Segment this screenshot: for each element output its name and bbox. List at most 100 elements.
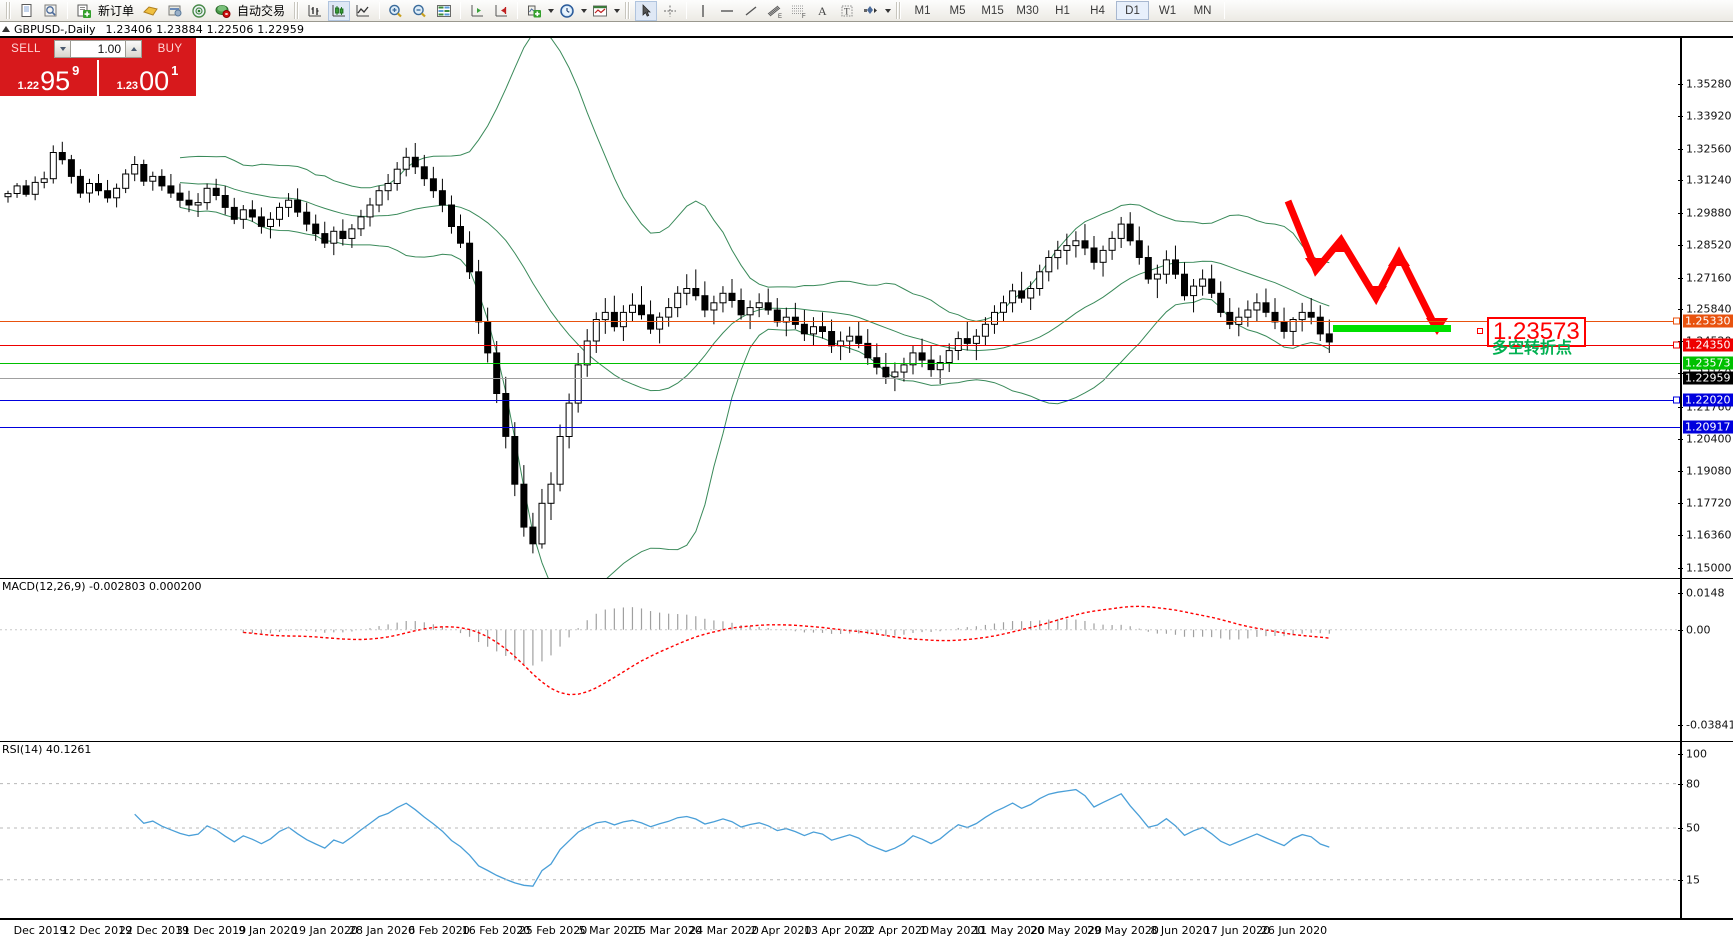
price-tick-label: 1.35280	[1686, 77, 1732, 91]
rsi-pane[interactable]: RSI(14) 40.1261 100 80 50 15	[0, 741, 1733, 918]
price-level-tag[interactable]: 1.22959	[1683, 371, 1733, 385]
autotrade-icon[interactable]	[212, 1, 234, 21]
zoom-out-icon[interactable]	[409, 1, 431, 21]
one-click-trading-panel[interactable]: SELL 1.00 BUY 1.22 95 9 1.23 00 1	[0, 38, 196, 96]
price-chart-canvas[interactable]	[0, 38, 1680, 582]
volume-stepper[interactable]: 1.00	[52, 38, 144, 60]
horizontal-level-line[interactable]	[0, 363, 1680, 365]
timeframe-d1[interactable]: D1	[1116, 1, 1150, 20]
chart-shift-end-icon[interactable]	[490, 1, 512, 21]
line-chart-icon[interactable]	[352, 1, 374, 21]
horizontal-line-icon[interactable]	[716, 1, 738, 21]
new-order-icon[interactable]	[73, 1, 95, 21]
price-level-handle[interactable]	[1673, 396, 1680, 404]
templates-dropdown-arrow-icon[interactable]	[612, 1, 621, 21]
toolbar-grip-4[interactable]	[896, 2, 902, 19]
candlestick	[927, 345, 935, 377]
indicators-dropdown-arrow-icon[interactable]	[546, 1, 555, 21]
sell-button[interactable]: SELL	[0, 38, 52, 60]
candlestick	[574, 352, 582, 413]
data-window-icon[interactable]	[164, 1, 186, 21]
price-level-handle[interactable]	[1673, 341, 1680, 349]
vertical-line-icon[interactable]	[692, 1, 714, 21]
price-level-tag[interactable]: 1.25330	[1683, 314, 1733, 328]
candlestick	[656, 312, 664, 344]
price-level-tag[interactable]: 1.20917	[1683, 420, 1733, 434]
expert-advisor-icon[interactable]	[140, 1, 162, 21]
price-level-tag[interactable]: 1.22020	[1683, 393, 1733, 407]
horizontal-level-line[interactable]	[0, 377, 1680, 379]
macd-tick-label: 0.0148	[1686, 586, 1725, 600]
timeframe-h1[interactable]: H1	[1055, 4, 1070, 17]
buy-price-display[interactable]: 1.23 00 1	[97, 60, 196, 96]
period-icon[interactable]	[556, 1, 578, 21]
rsi-chart-canvas[interactable]	[0, 742, 1680, 918]
zoom-in-icon[interactable]	[385, 1, 407, 21]
timeframe-mn[interactable]: MN	[1193, 4, 1212, 17]
chart-shift-icon[interactable]	[433, 1, 455, 21]
volume-increment-button[interactable]	[125, 40, 142, 58]
timeframe-m15[interactable]: M15	[981, 4, 1004, 17]
sell-price-display[interactable]: 1.22 95 9	[0, 60, 97, 96]
toolbar-grip-3[interactable]	[625, 2, 631, 19]
bar-chart-icon[interactable]	[304, 1, 326, 21]
price-level-tag[interactable]: 1.24350	[1683, 338, 1733, 352]
macd-chart-canvas[interactable]	[0, 579, 1680, 741]
candlestick-chart-icon[interactable]	[328, 0, 351, 21]
toolbar-grip[interactable]	[6, 2, 11, 19]
buy-button[interactable]: BUY	[144, 38, 196, 60]
shapes-dropdown-arrow-icon[interactable]	[883, 1, 892, 21]
autotrade-label[interactable]: 自动交易	[237, 4, 286, 18]
new-order-label[interactable]: 新订单	[98, 4, 135, 18]
price-level-tag[interactable]: 1.23573	[1683, 356, 1733, 370]
date-tick-label: 13 Apr 2020	[803, 924, 873, 937]
horizontal-level-line[interactable]	[0, 344, 1680, 346]
svg-text:T: T	[844, 6, 850, 16]
crosshair-icon[interactable]	[659, 1, 681, 21]
price-tick-mark	[1678, 116, 1683, 118]
chinese-annotation[interactable]: 多空转折点	[1492, 338, 1573, 357]
chart-profile-icon[interactable]	[40, 1, 62, 21]
candlestick	[438, 178, 446, 213]
horizontal-level-line[interactable]	[0, 400, 1680, 402]
rsi-axis-line	[1680, 742, 1682, 918]
timeframe-m1[interactable]: M1	[914, 4, 931, 17]
cursor-icon[interactable]	[635, 0, 658, 21]
shapes-icon[interactable]	[860, 1, 882, 21]
horizontal-level-line[interactable]	[0, 321, 1680, 323]
toolbar-grip-2[interactable]	[294, 2, 300, 19]
price-pane[interactable]: 1.35280 1.33920 1.32560 1.31240 1.29880 1.285…	[0, 36, 1733, 606]
toolbar-separator	[67, 2, 68, 19]
templates-icon[interactable]	[589, 1, 611, 21]
price-level-handle[interactable]	[1673, 317, 1680, 325]
candlestick	[1009, 283, 1017, 313]
timeframe-m30[interactable]: M30	[1016, 4, 1039, 17]
date-axis[interactable]: Dec 2019 12 Dec 2019 22 Dec 2019 31 Dec 201…	[0, 918, 1733, 943]
volume-decrement-button[interactable]	[54, 40, 71, 58]
candlestick	[4, 190, 12, 203]
price-annotation-box[interactable]: 1.23573	[1487, 317, 1586, 347]
label-icon[interactable]: T	[836, 1, 858, 21]
trendline-icon[interactable]	[740, 1, 762, 21]
date-tick-label: 17 Jun 2020	[1203, 924, 1271, 937]
timeframe-m5[interactable]: M5	[949, 4, 966, 17]
timeframe-h4[interactable]: H4	[1090, 4, 1105, 17]
timeframe-w1[interactable]: W1	[1158, 4, 1177, 17]
text-icon[interactable]: A	[812, 1, 834, 21]
volume-input[interactable]: 1.00	[71, 40, 125, 58]
auto-scroll-icon[interactable]	[466, 1, 488, 21]
candlestick	[1054, 240, 1062, 270]
price-tick-mark	[1678, 439, 1683, 441]
annotation-anchor-handle[interactable]	[1477, 328, 1483, 334]
indicators-icon[interactable]	[523, 1, 545, 21]
candlestick	[674, 286, 682, 318]
collapse-triangle-icon[interactable]	[2, 26, 10, 32]
new-chart-icon[interactable]	[16, 1, 38, 21]
candlestick	[701, 281, 709, 318]
macd-pane[interactable]: MACD(12,26,9) -0.002803 0.000200 0.0148 0…	[0, 578, 1733, 741]
equidistant-channel-icon[interactable]: E	[764, 1, 786, 21]
navigator-icon[interactable]	[188, 1, 210, 21]
period-dropdown-arrow-icon[interactable]	[579, 1, 588, 21]
horizontal-level-line[interactable]	[0, 426, 1680, 428]
fibonacci-icon[interactable]: F	[788, 1, 810, 21]
